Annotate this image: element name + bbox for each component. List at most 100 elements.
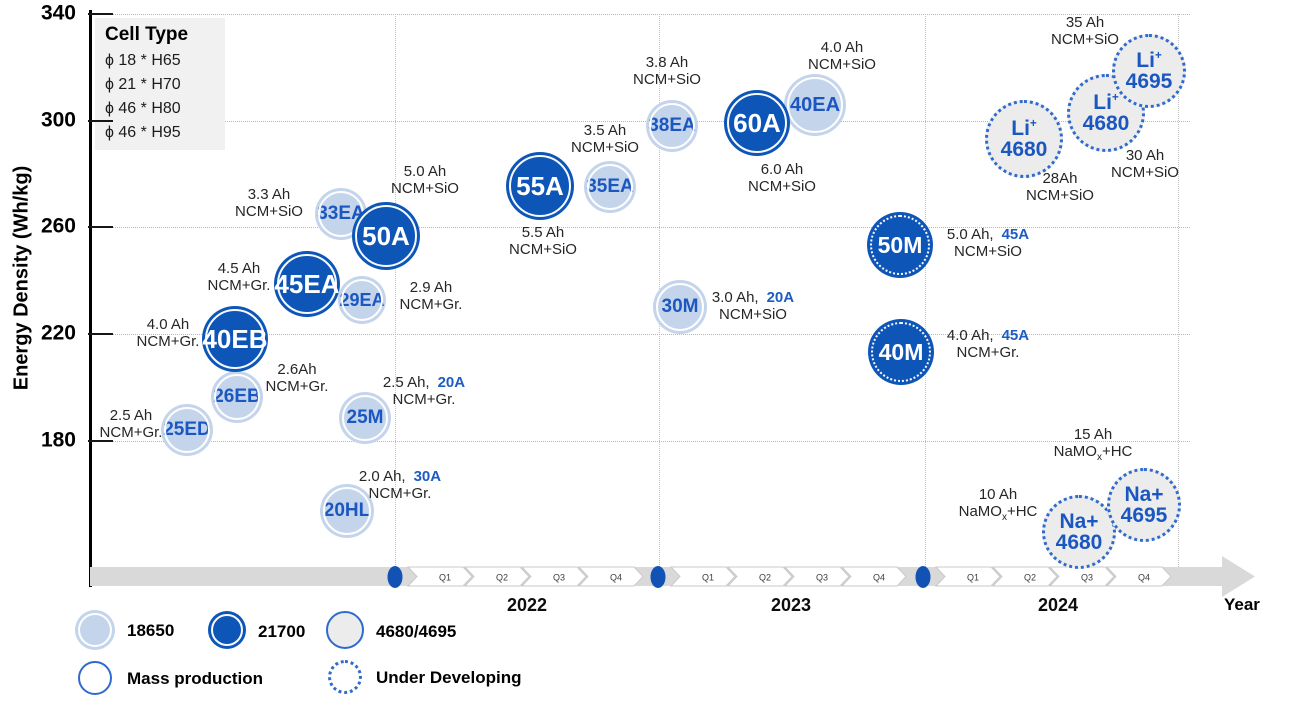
note-chemistry: NCM+SiO	[571, 139, 639, 156]
y-axis-title: Energy Density (Wh/kg)	[10, 165, 33, 391]
note-25ED: 2.5 Ah NCM+Gr.	[100, 407, 163, 441]
quarter-chevron	[520, 566, 587, 587]
cell-type-row: ϕ 46 * H95	[105, 124, 181, 141]
bubble-label: 45EA	[274, 268, 340, 299]
legend-swatch-mass-production	[78, 661, 112, 695]
note-capacity: 4.0 Ah	[820, 39, 864, 56]
quarter-label: Q3	[553, 573, 565, 583]
note-chemistry: NCM+Gr.	[265, 378, 329, 395]
quarter-label: Q2	[496, 573, 508, 583]
note-rate: 45A	[1001, 327, 1030, 344]
note-38EA: 3.8 Ah NCM+SiO	[633, 54, 701, 88]
bubble-label: 40EB	[202, 323, 268, 354]
note-20HL: 2.0 Ah, 30A NCM+Gr.	[359, 468, 441, 502]
note-chemistry: NCM+SiO	[1026, 187, 1094, 204]
bubble-50A: 50A	[352, 202, 420, 270]
note-55A: 5.5 Ah NCM+SiO	[509, 224, 577, 258]
bubble-label-line: Li+	[1136, 48, 1162, 72]
note-chemistry: NCM+SiO	[1051, 31, 1119, 48]
note-50M: 5.0 Ah, 45A NCM+SiO	[947, 226, 1029, 260]
note-Na-4695: 15 Ah NaMOx+HC	[1054, 426, 1133, 466]
legend-label-4680-4695: 4680/4695	[376, 622, 457, 641]
quarter-label: Q3	[1081, 573, 1093, 583]
year-marker	[915, 566, 931, 588]
quarter-label: Q2	[759, 573, 771, 583]
bubble-label-line: 4695	[1120, 504, 1168, 527]
gridline-vertical	[925, 14, 926, 567]
bubble-label-line: 4680	[1055, 531, 1103, 554]
gridline-horizontal	[90, 227, 1190, 229]
quarter-label: Q4	[1138, 573, 1150, 583]
note-50A: 5.0 Ah NCM+SiO	[391, 163, 459, 197]
bubble-label: 40M	[878, 338, 924, 365]
note-capacity: 2.6Ah	[277, 361, 317, 378]
quarter-chevron	[726, 566, 793, 587]
y-axis-tick	[88, 332, 113, 335]
bubble-label: 50A	[362, 220, 410, 251]
cell-type-title: Cell Type	[105, 24, 189, 45]
note-capacity: 3.3 Ah	[247, 186, 291, 203]
bubble-Na-4680: Na+ 4680	[1042, 495, 1116, 569]
gridline-vertical	[1178, 14, 1179, 567]
note-Li-4680-b: 30 Ah NCM+SiO	[1111, 147, 1179, 181]
note-Li-4695: 35 Ah NCM+SiO	[1051, 14, 1119, 48]
bubble-label-line: 4695	[1125, 70, 1173, 93]
bubble-label: 26EB	[213, 386, 261, 407]
quarter-label: Q2	[1024, 573, 1036, 583]
cell-type-row: ϕ 21 * H70	[105, 76, 181, 93]
legend-label-under-developing: Under Developing	[376, 668, 522, 687]
note-capacity: 2.0 Ah,	[358, 468, 406, 485]
bubble-25ED: 25ED	[161, 404, 213, 456]
quarter-label: Q1	[967, 573, 979, 583]
note-chemistry: NCM+SiO	[509, 241, 577, 258]
timeline-arrowhead	[1222, 556, 1255, 597]
timeline-bar	[90, 567, 1222, 586]
note-Li-4680-a: 28Ah NCM+SiO	[1026, 170, 1094, 204]
y-tick-label: 300	[40, 108, 76, 132]
bubble-20HL: 20HL	[320, 484, 374, 538]
quarter-label: Q1	[439, 573, 451, 583]
bubble-label: 38EA	[648, 115, 696, 136]
year-label: 2023	[771, 595, 811, 615]
bubble-label: 30M	[661, 296, 699, 317]
note-capacity: 3.8 Ah	[645, 54, 689, 71]
note-capacity: 4.0 Ah,	[946, 327, 994, 344]
bubble-50M: 50M	[867, 212, 933, 278]
note-capacity: 3.5 Ah	[583, 122, 627, 139]
note-chemistry: NCM+SiO	[719, 306, 787, 323]
bubble-60A: 60A	[724, 90, 790, 156]
note-chemistry: NCM+SiO	[748, 178, 816, 195]
note-capacity: 4.5 Ah	[217, 260, 261, 277]
quarter-chevron	[934, 566, 1001, 587]
note-capacity: 5.0 Ah	[403, 163, 447, 180]
y-axis-tick	[88, 13, 113, 15]
note-capacity: 3.0 Ah,	[711, 289, 759, 306]
note-capacity: 2.5 Ah,	[382, 374, 430, 391]
quarter-label: Q4	[873, 573, 885, 583]
note-chemistry: NCM+SiO	[954, 243, 1022, 260]
quarter-chevron	[840, 566, 907, 587]
bubble-29EA: 29EA	[338, 276, 386, 324]
legend-swatch-21700	[208, 611, 246, 649]
bubble-Li-4695: Li+ 4695	[1112, 34, 1186, 108]
bubble-label-line: Na+	[1124, 482, 1164, 506]
bubble-40EA: 40EA	[784, 74, 846, 136]
note-45EA: 4.5 Ah NCM+Gr.	[208, 260, 271, 294]
bubble-label-line: Li+	[1093, 90, 1119, 114]
note-rate: 20A	[766, 289, 795, 306]
note-chemistry: NaMOx+HC	[1053, 443, 1133, 463]
bubble-55A: 55A	[506, 152, 574, 220]
legend-swatch-under-developing	[328, 660, 362, 694]
cell-type-row: ϕ 18 * H65	[105, 52, 181, 69]
quarter-chevron	[669, 566, 736, 587]
gridline-horizontal	[90, 440, 1190, 442]
note-40EB: 4.0 Ah NCM+Gr.	[137, 316, 200, 350]
bubble-35EA: 35EA	[584, 161, 636, 213]
note-33EA: 3.3 Ah NCM+SiO	[235, 186, 303, 220]
gridline-horizontal	[90, 120, 1190, 122]
bubble-30M: 30M	[653, 280, 707, 334]
bubble-label: 25M	[346, 407, 384, 428]
note-capacity: 28Ah	[1042, 170, 1078, 187]
note-chemistry: NCM+SiO	[633, 71, 701, 88]
bubble-label: 60A	[733, 107, 781, 138]
